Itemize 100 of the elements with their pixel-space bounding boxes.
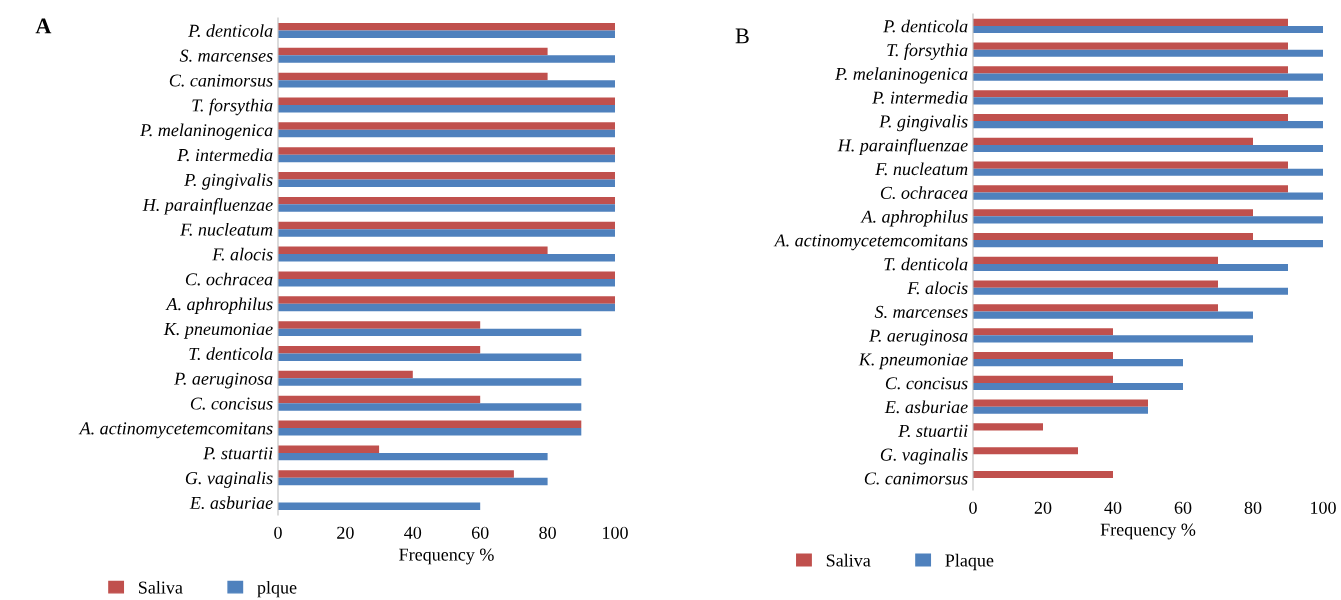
bar [278,470,514,478]
y-tick-label: T. denticola [189,347,273,360]
y-tick-label: A. aphrophilus [165,297,273,314]
bar [973,423,1043,431]
y-tick-label: K. pneumoniae [163,322,273,339]
x-tick-label: 0 [969,501,977,514]
bar [973,328,1113,336]
bar [278,229,615,237]
y-tick-label: P. stuartii [898,424,968,438]
y-tick-label: A. aphrophilus [860,210,968,227]
y-tick-label: A. actinomycetemcomitans [773,234,968,251]
bar [278,204,615,212]
y-tick-label: F. alocis [907,281,968,295]
bar [973,447,1078,455]
y-tick-label: G. vaginalis [880,448,968,465]
bar [278,403,582,411]
bar [278,172,615,180]
bar [973,185,1288,193]
x-tick-label: 60 [1174,501,1192,514]
bar [278,303,615,312]
bar [973,73,1323,81]
bar [973,335,1253,343]
y-tick-label: T. forsythia [887,43,968,60]
y-tick-label: P. gingivalis [184,173,273,190]
bar [278,445,380,453]
bar [278,196,615,205]
legend-label: Saliva [139,580,183,594]
bar [973,42,1288,50]
bar [278,22,615,31]
bar [973,161,1288,169]
bar [278,502,481,511]
y-tick-label: P. intermedia [872,91,968,104]
y-tick-label: T. forsythia [192,98,273,116]
text: A [35,18,52,34]
bar [973,113,1288,122]
bar [278,30,615,38]
bar [973,263,1288,272]
y-tick-label: K. pneumoniae [858,353,968,370]
y-tick-label: E. asburiae [884,400,968,414]
text: B [735,28,749,44]
bar [278,370,413,379]
y-tick-label: P. aeruginosa [869,329,968,346]
x-tick-label: 60 [471,526,489,539]
x-tick-label: 20 [1034,501,1052,514]
y-tick-label: E. asburiae [189,496,273,510]
y-tick-label: S. marcenses [179,49,273,62]
y-tick-label: P. denticola [188,24,273,37]
bar [973,90,1288,98]
bar [973,121,1323,129]
bar [278,72,548,81]
bar [278,47,548,56]
x-tick-label: 80 [1244,501,1262,514]
x-tick-label: 100 [1311,501,1336,514]
bar [973,137,1253,145]
y-tick-label: A. actinomycetemcomitans [78,422,273,439]
legend-label: plque [257,580,297,598]
bar [278,80,615,88]
y-tick-label: G. vaginalis [185,471,273,488]
legend-label: Saliva [826,553,871,567]
bar [278,246,548,255]
y-tick-label: P. gingivalis [879,114,968,132]
bar [278,271,615,279]
y-tick-label: P. melaninogenica [834,67,968,84]
bar [973,256,1218,264]
y-tick-label: C. canimorsus [169,74,273,87]
bar [973,25,1323,34]
bar [973,382,1183,391]
y-tick-label: C. ochracea [880,186,968,200]
bar [278,221,615,230]
bar [278,278,615,287]
y-tick-label: C. canimorsus [864,472,968,485]
bar [278,296,615,304]
bar [973,232,1253,241]
y-tick-label: C. ochracea [185,272,273,286]
x-tick-label: 40 [404,526,422,539]
y-tick-label: S. marcenses [874,305,968,319]
x-tick-label: 0 [274,526,282,539]
x-tick-label: 80 [539,526,556,539]
bar [278,321,481,329]
bar [278,129,615,138]
x-axis-title: Frequency % [1100,523,1196,540]
bar [973,304,1218,312]
x-axis-title: Frequency % [399,548,494,565]
bar [278,346,481,354]
y-tick-label: P. denticola [883,19,968,33]
bar [973,66,1288,74]
bar [973,406,1148,414]
y-tick-label: F. nucleatum [875,162,968,176]
y-tick-label: H. parainfluenzae [837,138,968,156]
bar [278,477,548,486]
bar [278,452,548,461]
y-tick-label: P. intermedia [177,148,273,162]
bar [973,351,1113,360]
bar [973,209,1253,217]
bar [278,395,481,404]
bar [278,179,615,187]
bar [278,154,615,163]
y-tick-label: F. nucleatum [180,222,273,236]
bar [278,254,615,262]
x-tick-label: 40 [1104,501,1122,514]
